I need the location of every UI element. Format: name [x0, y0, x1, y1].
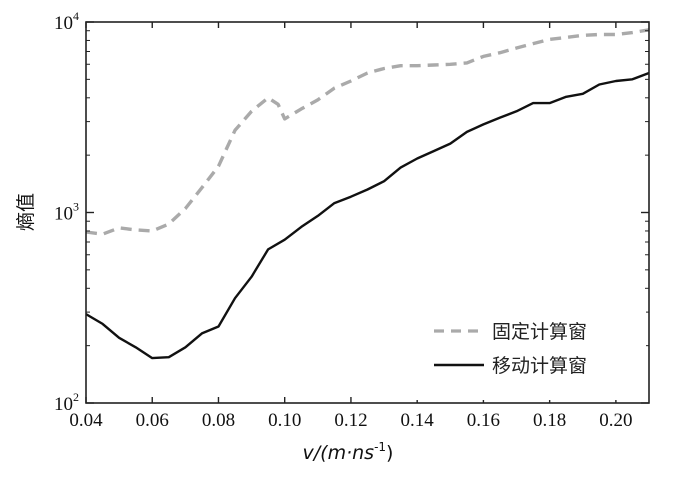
x-tick-label: 0.16 [467, 410, 500, 431]
x-tick-label: 0.20 [599, 410, 632, 431]
x-tick-label: 0.10 [268, 410, 301, 431]
x-axis-label: v/(m·ns-1) [303, 440, 394, 464]
x-tick-label: 0.08 [202, 410, 235, 431]
series-line-moving [85, 71, 650, 360]
x-tick-label: 0.18 [533, 410, 566, 431]
y-tick-label: 103 [54, 200, 79, 225]
y-tick-label: 104 [54, 9, 79, 34]
x-tick-label: 0.04 [69, 410, 103, 431]
legend: 固定计算窗 移动计算窗 [370, 296, 646, 400]
x-axis-label-close: ) [386, 442, 393, 464]
y-tick-label: 102 [54, 390, 79, 415]
y-tick-labels: 102 103 104 [54, 9, 79, 415]
x-axis-label-main: v/(m·ns [303, 442, 375, 464]
series-line-fixed [85, 28, 650, 236]
y-axis-label: 熵值 [15, 193, 37, 231]
x-tick-label: 0.14 [401, 410, 435, 431]
legend-label-fixed: 固定计算窗 [492, 321, 587, 343]
x-axis-label-sup: -1 [374, 440, 386, 454]
series-layer [85, 28, 650, 360]
x-tick-labels: 0.04 0.06 0.08 0.10 0.12 0.14 0.16 0.18 0.20 [69, 410, 632, 431]
legend-label-moving: 移动计算窗 [492, 355, 587, 377]
legend-box [370, 296, 646, 400]
x-tick-label: 0.12 [334, 410, 367, 431]
x-tick-label: 0.06 [136, 410, 169, 431]
